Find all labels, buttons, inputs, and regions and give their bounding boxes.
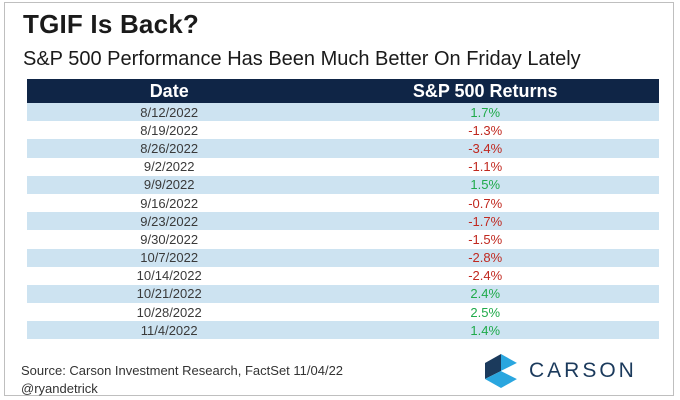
return-cell: -2.8% [311,248,659,267]
table-row: 9/16/2022 -0.7% [27,193,659,213]
table-row: 8/19/2022 -1.3% [27,121,659,140]
table-row: 10/14/2022 -2.4% [27,266,659,285]
return-cell: 1.5% [311,175,659,194]
date-cell: 8/26/2022 [27,139,312,158]
date-cell: 11/4/2022 [27,321,312,340]
chart-title: TGIF Is Back? [23,9,199,39]
table-row: 9/9/2022 1.5% [27,175,659,194]
table-row: 10/28/2022 2.5% [27,303,659,322]
date-cell: 9/9/2022 [27,175,312,194]
return-cell: -0.7% [311,193,659,213]
date-cell: 8/12/2022 [27,103,312,122]
table-row: 8/12/2022 1.7% [27,103,659,122]
return-cell: 1.4% [311,321,659,340]
author-handle: @ryandetrick [21,381,98,396]
table-row: 10/7/2022 -2.8% [27,248,659,267]
return-cell: 1.7% [311,103,659,122]
return-cell: 2.5% [311,303,659,322]
carson-wordmark: CARSON [529,359,637,382]
date-cell: 8/19/2022 [27,121,312,140]
return-cell: -2.4% [311,266,659,285]
date-cell: 10/7/2022 [27,248,312,267]
source-note: Source: Carson Investment Research, Fact… [21,363,344,378]
table-row: 9/23/2022 -1.7% [27,212,659,231]
column-header-returns: S&P 500 Returns [311,79,659,103]
chart-frame: TGIF Is Back? S&P 500 Performance Has Be… [4,2,674,396]
return-cell: -1.3% [311,121,659,140]
table-header-row: Date S&P 500 Returns [27,79,659,103]
date-cell: 10/21/2022 [27,284,312,304]
date-cell: 9/16/2022 [27,193,312,213]
table-row: 8/26/2022 -3.4% [27,139,659,158]
return-cell: 2.4% [311,284,659,304]
table-row: 9/30/2022 -1.5% [27,230,659,249]
table-row: 9/2/2022 -1.1% [27,157,659,176]
return-cell: -1.5% [311,230,659,249]
carson-chevron-icon [485,354,517,388]
date-cell: 9/23/2022 [27,212,312,231]
table-row: 11/4/2022 1.4% [27,321,659,340]
date-cell: 9/2/2022 [27,157,312,176]
column-header-date: Date [27,79,312,103]
carson-logo: CARSON [485,351,655,391]
return-cell: -1.1% [311,157,659,176]
returns-table: Date S&P 500 Returns 8/12/2022 1.7% 8/19/2… [27,79,659,340]
date-cell: 10/14/2022 [27,266,312,285]
table-row: 10/21/2022 2.4% [27,284,659,304]
date-cell: 9/30/2022 [27,230,312,249]
table-body: 8/12/2022 1.7% 8/19/2022 -1.3% 8/26/2022 -3.4… [27,103,659,340]
chart-subtitle: S&P 500 Performance Has Been Much Better… [23,48,581,70]
return-cell: -1.7% [311,212,659,231]
return-cell: -3.4% [311,139,659,158]
date-cell: 10/28/2022 [27,303,312,322]
